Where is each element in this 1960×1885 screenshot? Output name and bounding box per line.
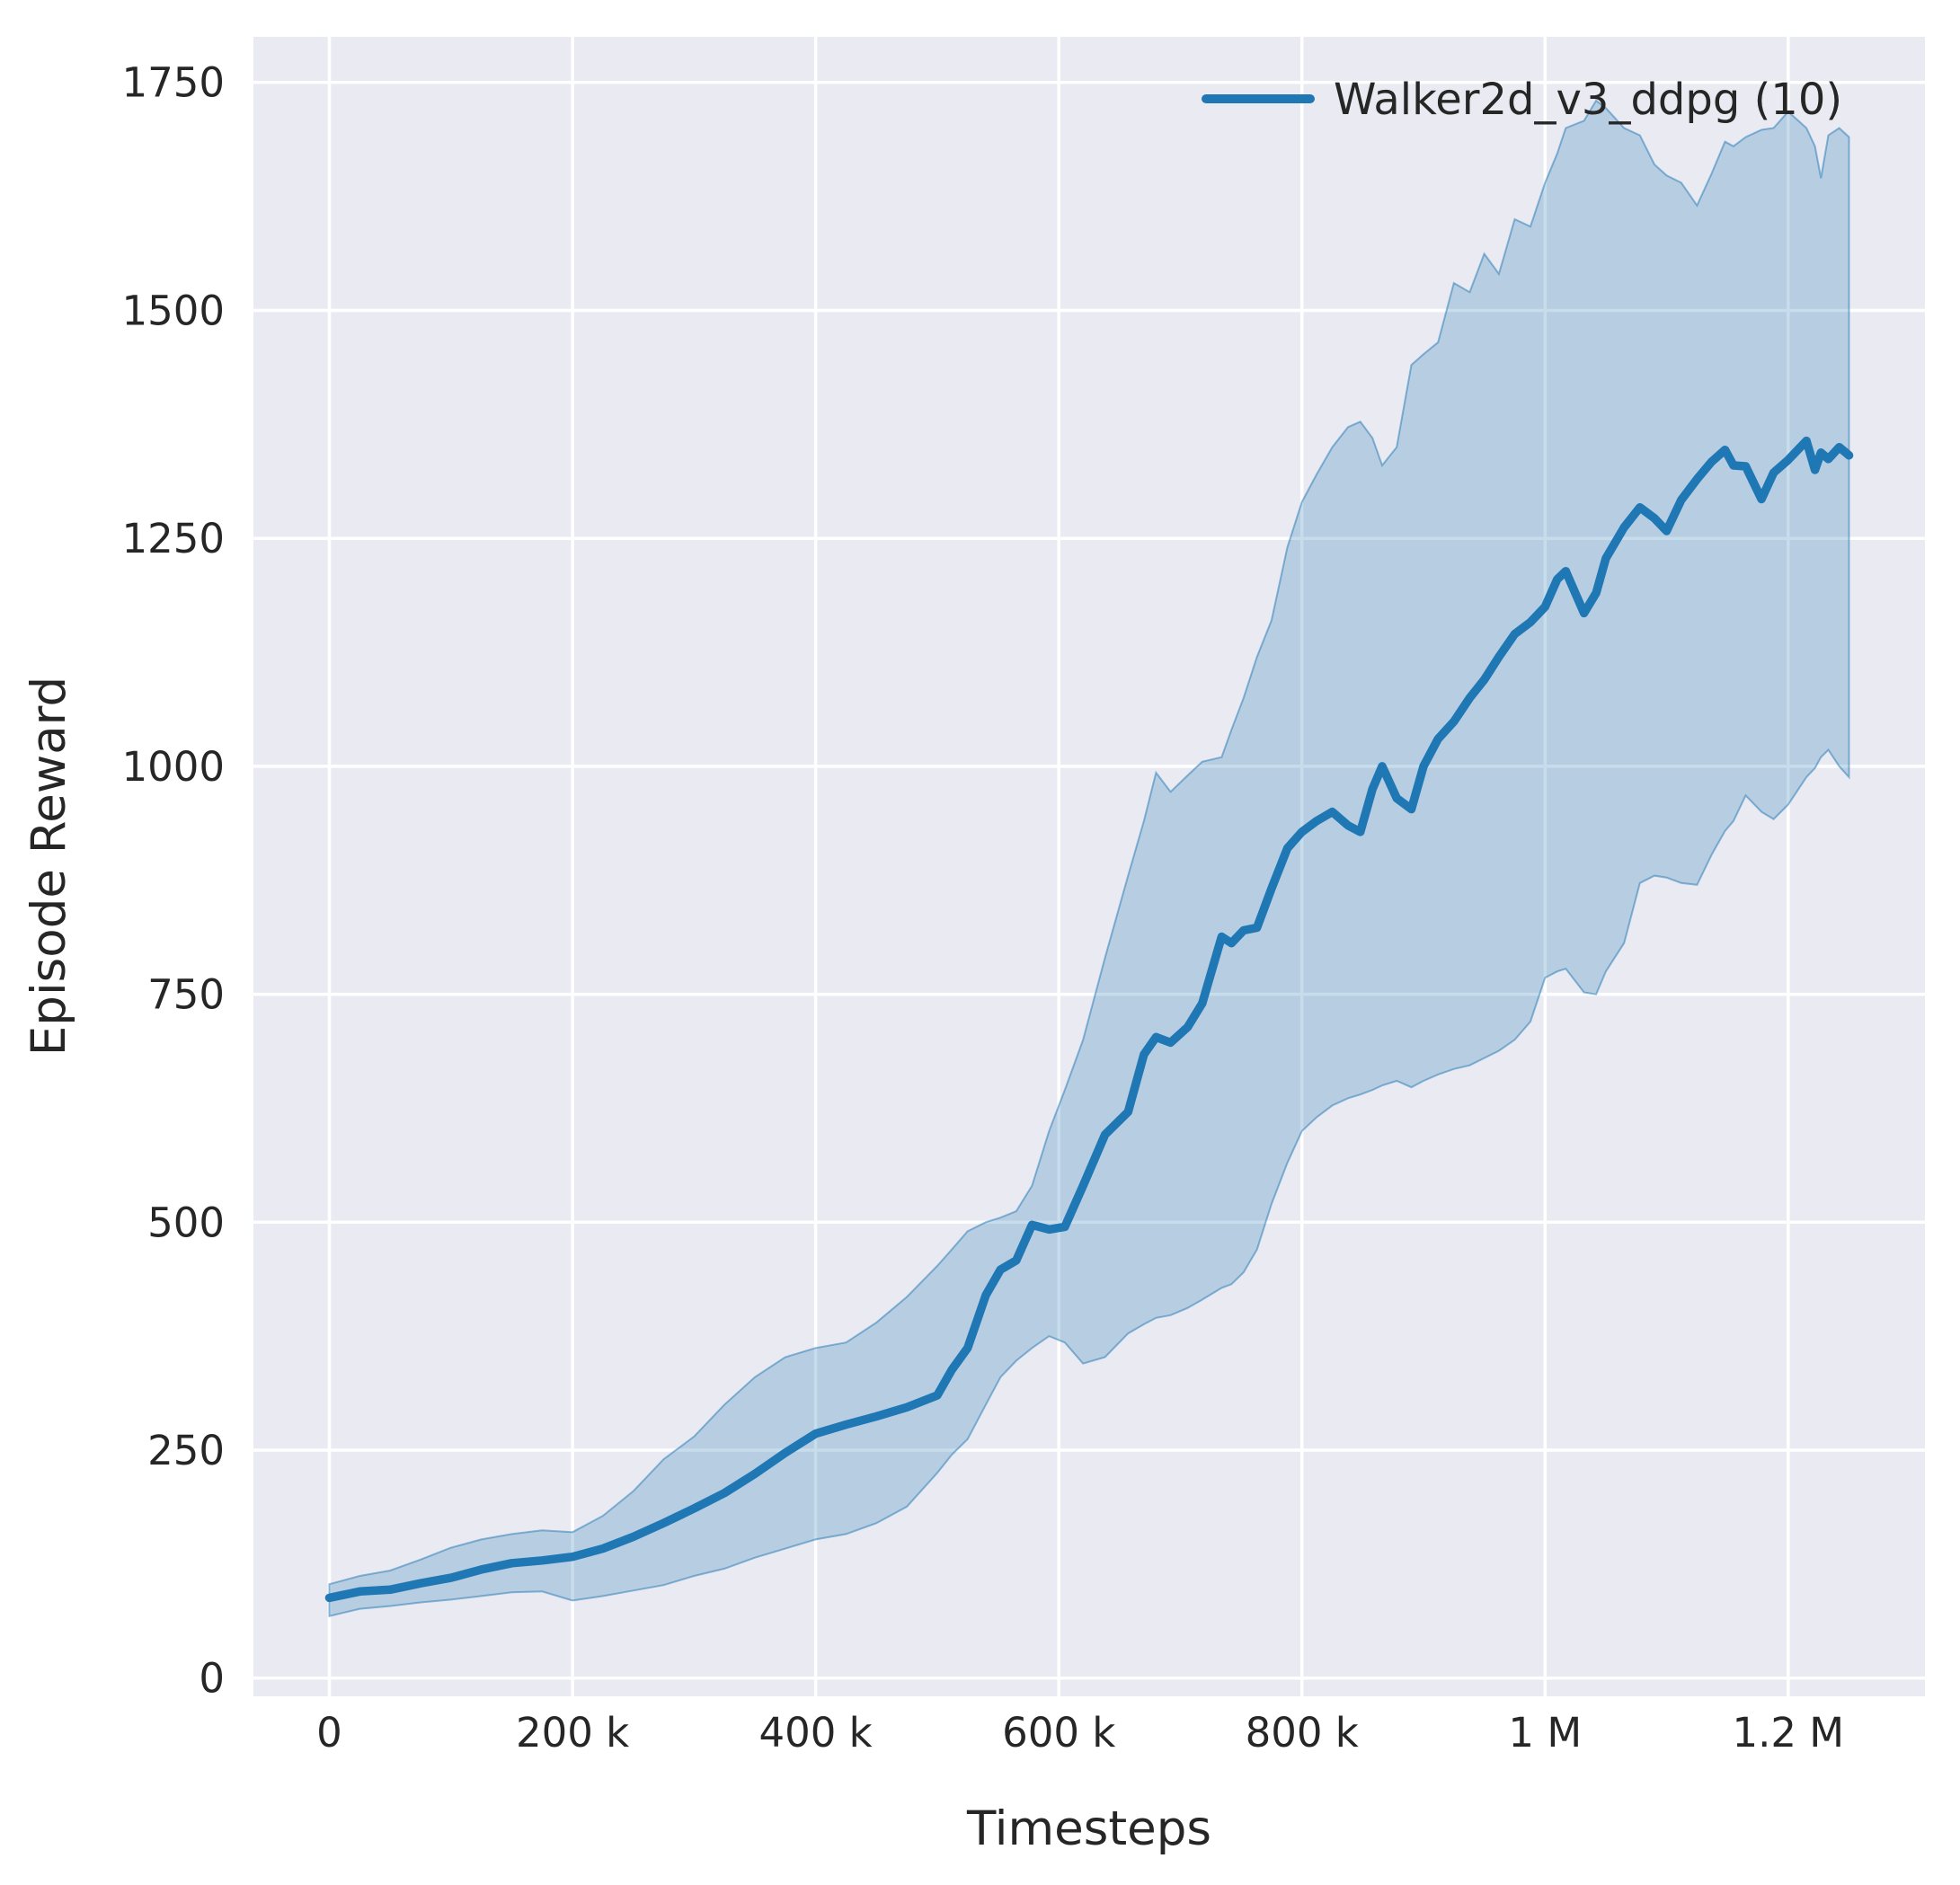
x-tick-label: 200 k <box>516 1709 629 1757</box>
confidence-band <box>328 99 1850 1617</box>
legend-label: Walker2d_v3_ddpg (10) <box>1334 75 1842 125</box>
x-tick-label: 1 M <box>1508 1709 1582 1757</box>
mean-line <box>324 436 1854 1603</box>
y-tick-label: 1500 <box>121 288 225 335</box>
y-tick-labels: 0 250 500 750 1000 1250 1500 1750 <box>121 59 225 1703</box>
plot-area <box>253 37 1925 1696</box>
y-tick-label: 1250 <box>121 515 225 562</box>
x-tick-label: 400 k <box>758 1709 872 1757</box>
y-tick-label: 750 <box>147 971 225 1019</box>
x-tick-label: 1.2 M <box>1732 1709 1844 1757</box>
x-tick-labels: 0 200 k 400 k 600 k 800 k 1 M 1.2 M <box>316 1709 1844 1757</box>
x-axis-label: Timesteps <box>966 1801 1211 1856</box>
x-tick-label: 600 k <box>1002 1709 1115 1757</box>
y-tick-label: 1750 <box>121 59 225 107</box>
x-tick-label: 800 k <box>1246 1709 1359 1757</box>
x-tick-label: 0 <box>316 1709 342 1757</box>
y-tick-label: 500 <box>147 1199 225 1246</box>
y-axis-label: Episode Reward <box>22 677 76 1056</box>
gridlines <box>253 37 1925 1696</box>
y-tick-label: 1000 <box>121 743 225 791</box>
legend: Walker2d_v3_ddpg (10) <box>1202 75 1842 125</box>
y-tick-label: 250 <box>147 1427 225 1474</box>
y-tick-label: 0 <box>199 1655 225 1703</box>
